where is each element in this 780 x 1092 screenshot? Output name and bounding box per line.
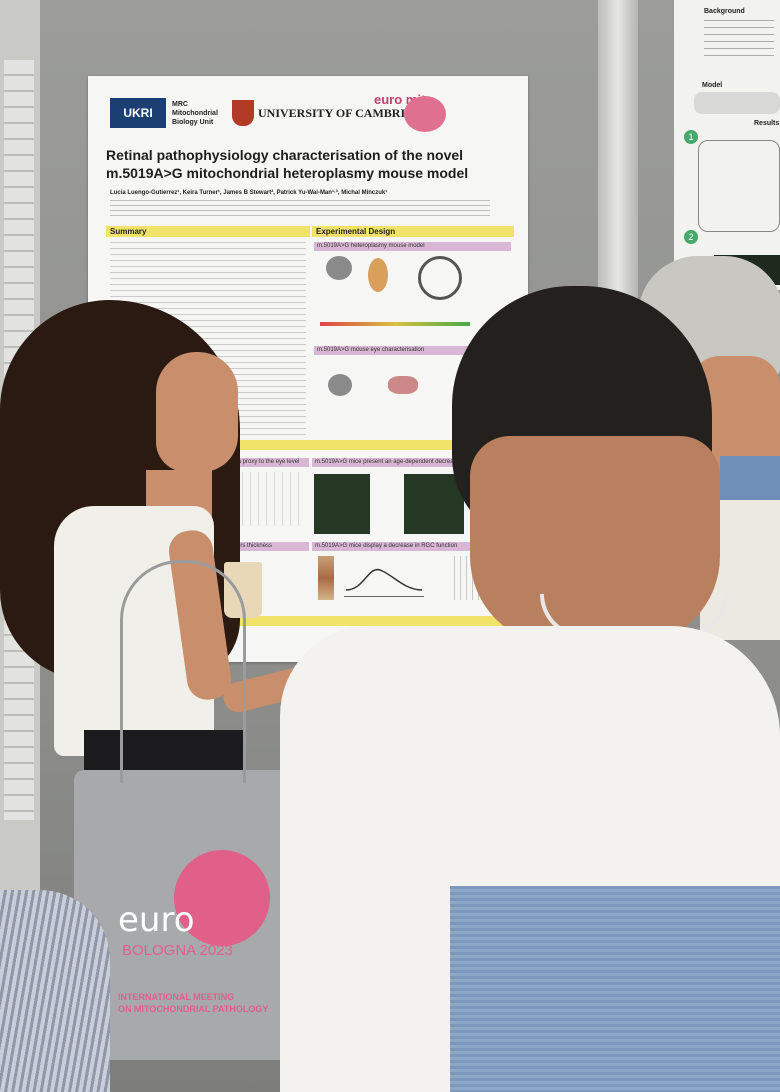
eye-characterisation-bar: m.5019A>G mouse eye characterisation xyxy=(314,346,511,355)
cambridge-crest-icon xyxy=(232,100,254,126)
face xyxy=(156,352,238,472)
rgc-curve xyxy=(345,568,423,591)
poster-title-line-2: m.5019A>G mitochondrial heteroplasmy mou… xyxy=(106,165,469,181)
bag-event-line-2: ON MITOCHONDRIAL PATHOLOGY xyxy=(118,1004,269,1014)
right-poster-step-1: 1 xyxy=(684,130,698,144)
proxy-eye-bar: is used as a proxy to the eye level xyxy=(206,458,309,467)
tote-bag: euro BOLOGNA 2023 INTERNATIONAL MEETING … xyxy=(74,770,306,1060)
bag-event-line-1: INTERNATIONAL MEETING xyxy=(118,992,235,1002)
right-poster-step-2: 2 xyxy=(684,230,698,244)
retina-image-2 xyxy=(404,474,464,534)
experimental-design-heading: Experimental Design xyxy=(312,226,514,237)
poster-title: Retinal pathophysiology characterisation… xyxy=(106,146,510,182)
heteroplasmy-gradient xyxy=(320,322,470,326)
summary-heading: Summary xyxy=(106,226,310,237)
poster-authors: Lucia Luengo-Gutierrez¹, Keira Turner¹, … xyxy=(110,190,388,196)
tote-bag-strap xyxy=(120,560,246,783)
bag-logo-circle xyxy=(174,850,270,946)
rgc-bar: m.5019A>G mice display a decrease in RGC… xyxy=(312,542,511,551)
heteroplasmy-model-bar: m.5019A>G heteroplasmy mouse model xyxy=(314,242,511,251)
bag-city: BOLOGNA 2023 xyxy=(122,942,233,959)
right-poster: Background Model Results 1 2 xyxy=(674,0,780,290)
right-poster-model-box xyxy=(694,92,780,114)
board-frame xyxy=(598,0,638,300)
poster-title-line-1: Retinal pathophysiology characterisation… xyxy=(106,147,464,163)
retina-image-1 xyxy=(314,474,370,534)
right-poster-model-heading: Model xyxy=(702,82,723,89)
tshirt-stripe-panel xyxy=(450,886,780,1092)
poster-affiliations xyxy=(110,200,490,218)
mitochondrion-icon xyxy=(368,258,388,292)
bag-brand: euro xyxy=(118,900,195,940)
age-dependent-bar: m.5019A>G mice present an age-dependent … xyxy=(312,458,511,467)
right-poster-results-heading: Results xyxy=(754,120,780,127)
right-poster-text-block xyxy=(704,20,774,60)
results-divider xyxy=(200,440,510,450)
euromit-logo-icon xyxy=(404,96,446,132)
retinal-layers-bar: Retinal layers thickness xyxy=(206,542,309,551)
rgc-chart xyxy=(344,560,424,597)
cambridge-logo: UNIVERSITY OF CAMBRIDGE xyxy=(258,106,432,120)
mouse-icon-2 xyxy=(328,374,352,396)
right-poster-background-heading: Background xyxy=(704,8,745,15)
right-poster-figure-1 xyxy=(698,140,780,232)
mouse-icon xyxy=(326,256,352,280)
ukri-logo: UKRI xyxy=(110,98,166,128)
striped-sleeve-foreground xyxy=(0,890,110,1092)
retina-layers-image xyxy=(318,556,334,600)
young-man xyxy=(280,286,780,1092)
eye-icon xyxy=(388,376,418,394)
mtdna-circle-icon xyxy=(418,256,462,300)
mrc-logo: MRC Mitochondrial Biology Unit xyxy=(172,101,218,126)
acknowledgement-bar xyxy=(230,616,510,626)
